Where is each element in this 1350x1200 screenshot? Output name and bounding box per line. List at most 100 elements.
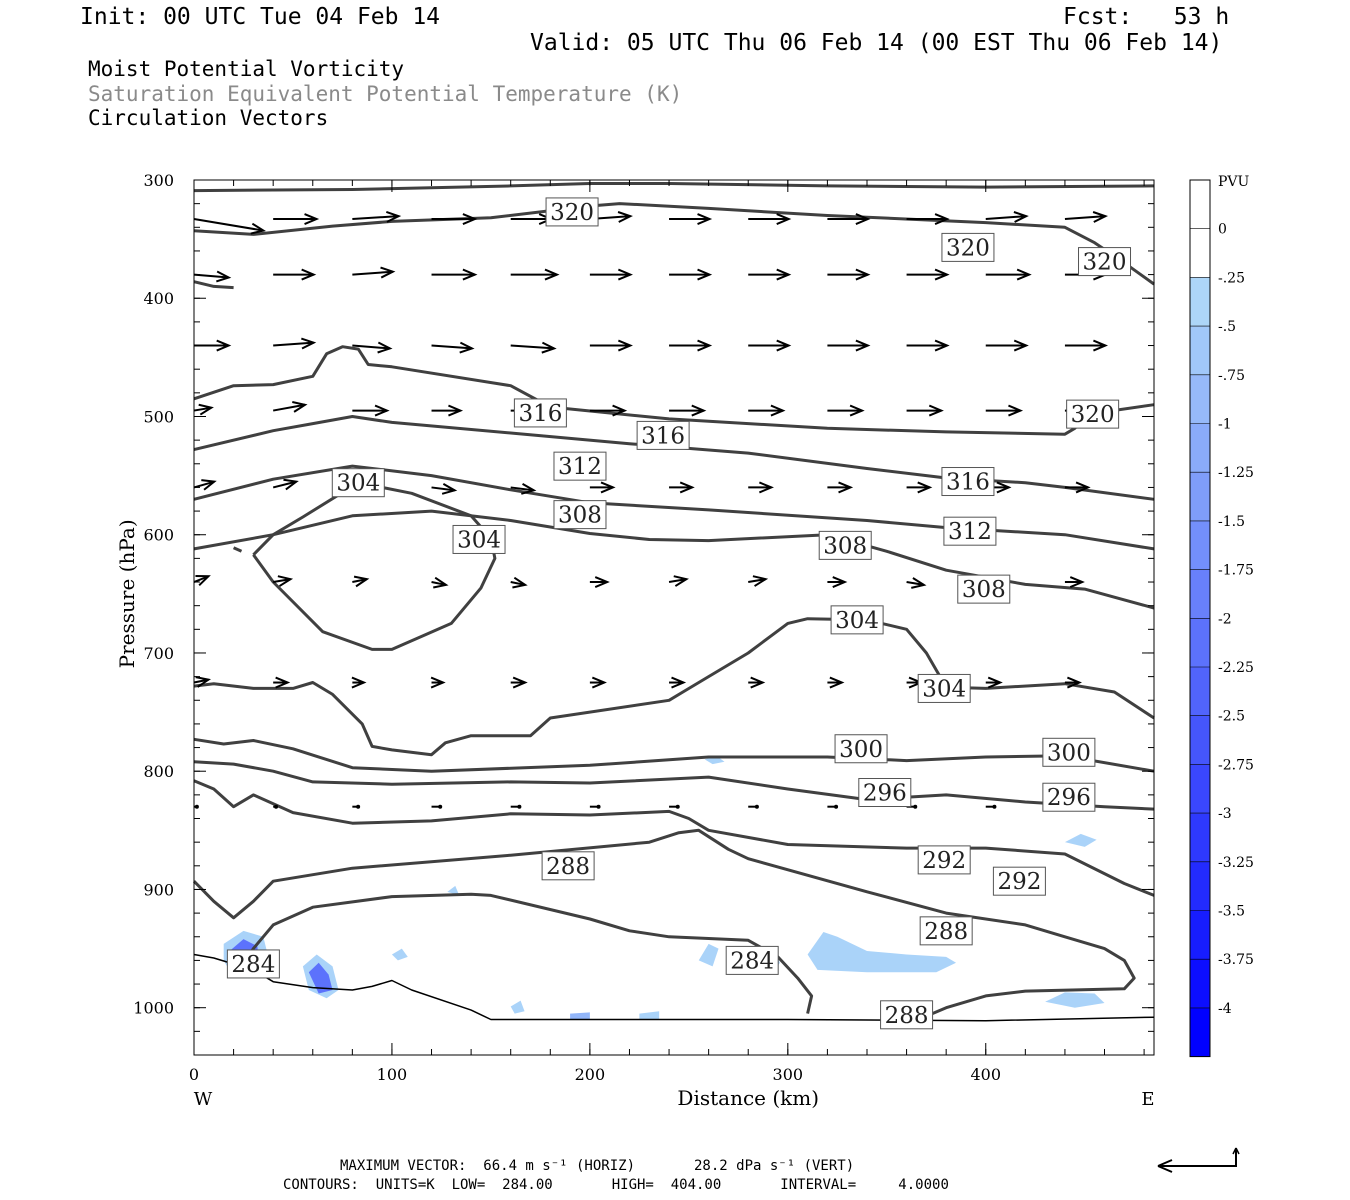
svg-text:316: 316	[641, 423, 685, 449]
vector-7-2	[352, 804, 361, 809]
theta-contour-4	[193, 415, 1155, 501]
vector-1-2	[352, 266, 396, 279]
vector-3-5	[589, 404, 628, 417]
pv-patch-9	[391, 948, 408, 961]
vector-6-10	[985, 676, 1003, 689]
vector-5-0	[193, 575, 211, 587]
svg-text:304: 304	[835, 608, 879, 634]
contour-label-0: 320	[545, 197, 599, 227]
pv-patch-11	[570, 1012, 590, 1020]
theta-contour-10	[193, 737, 1155, 773]
vector-7-4	[510, 804, 522, 809]
title-line-1: Moist Potential Vorticity	[88, 57, 405, 81]
colorbar-bin-4	[1190, 423, 1210, 473]
colorbar-tick-label: -.75	[1218, 368, 1245, 384]
contour-label-2: 320	[1078, 247, 1132, 277]
contour-label-16: 300	[834, 734, 888, 764]
vector-4-5	[589, 481, 616, 494]
theta-contour-11	[193, 760, 1155, 811]
reference-vector-icon	[1157, 1147, 1240, 1173]
svg-text:296: 296	[1047, 785, 1091, 811]
theta-contour-7	[252, 481, 497, 651]
vector-1-5	[589, 268, 633, 281]
contour-label-4: 316	[513, 398, 567, 428]
colorbar-tick-label: -.25	[1218, 270, 1245, 286]
contour-label-10: 308	[818, 530, 872, 560]
vector-7-8	[827, 804, 839, 809]
vector-0-10	[985, 211, 1029, 223]
colorbar-bin-6	[1190, 520, 1210, 570]
vector-1-6	[669, 268, 713, 281]
x-tick-label: 200	[575, 1065, 606, 1084]
theta-contour-12	[193, 779, 1155, 897]
svg-text:292: 292	[922, 848, 966, 874]
contour-label-26: 284	[725, 945, 779, 975]
west-label: W	[194, 1089, 213, 1110]
vector-1-10	[985, 268, 1032, 281]
vector-2-4	[510, 341, 557, 354]
colorbar-tick-label: 0	[1218, 222, 1227, 238]
pv-patch-13	[447, 885, 460, 896]
vector-7-0	[194, 804, 199, 809]
colorbar-tick-label: -2.5	[1218, 709, 1245, 725]
footer-max-vector: MAXIMUM VECTOR: 66.4 m s⁻¹ (HORIZ) 28.2 …	[340, 1158, 855, 1174]
vector-2-2	[352, 341, 393, 354]
y-tick-label: 900	[143, 880, 174, 899]
colorbar-tick-label: -2.75	[1218, 757, 1254, 773]
vector-1-7	[748, 268, 792, 281]
y-tick-label: 400	[143, 289, 174, 308]
axes-layer: 300 400 500 600 700 800 900 1000 0 100 200 300 400 Di…	[115, 171, 1155, 1110]
colorbar-bin-1	[1190, 277, 1210, 327]
vector-4-9	[906, 481, 933, 494]
vector-0-2	[352, 210, 402, 223]
vector-4-7	[748, 481, 774, 494]
colorbar-bin-10	[1190, 715, 1210, 765]
svg-text:308: 308	[558, 503, 602, 529]
vector-5-8	[827, 576, 848, 588]
theta-contour-1	[193, 202, 1155, 286]
pv-patch-8	[1064, 833, 1097, 847]
vector-0-6	[669, 213, 713, 225]
svg-text:300: 300	[1047, 740, 1091, 766]
vector-3-6	[669, 404, 707, 417]
vector-5-3	[431, 576, 449, 589]
theta-contour-9	[193, 617, 1155, 757]
y-tick-label: 800	[143, 762, 174, 781]
title-line-2: Saturation Equivalent Potential Temperat…	[88, 82, 683, 106]
vector-6-0	[193, 676, 212, 688]
vector-7-6	[669, 804, 680, 809]
vector-4-11	[1064, 481, 1091, 494]
y-axis-label: Pressure (hPa)	[115, 519, 139, 668]
svg-text:308: 308	[823, 533, 867, 559]
vector-4-8	[827, 481, 854, 494]
y-tick-label: 1000	[133, 999, 174, 1018]
pv-patch-12	[510, 1000, 525, 1014]
contour-label-17: 300	[1042, 737, 1096, 767]
pv-patch-7	[1045, 992, 1105, 1008]
colorbar-tick-label: -3.5	[1218, 904, 1245, 920]
colorbar-tick-label: -2	[1218, 611, 1232, 627]
vector-3-1	[272, 401, 308, 413]
svg-text:304: 304	[457, 527, 501, 553]
vector-7-1	[273, 804, 279, 809]
svg-text:308: 308	[962, 577, 1006, 603]
contour-label-23: 288	[919, 916, 973, 946]
pv-patch-3	[308, 962, 333, 994]
colorbar-unit: PVU	[1218, 174, 1250, 190]
svg-text:288: 288	[546, 854, 590, 880]
vector-6-7	[748, 676, 766, 689]
colorbar-tick-label: -.5	[1218, 319, 1236, 335]
colorbar-tick-label: -1.25	[1218, 465, 1254, 481]
vector-0-11	[1064, 211, 1109, 223]
contour-label-6: 316	[941, 467, 995, 497]
vector-3-8	[827, 404, 865, 417]
theta-contour-14	[193, 953, 1155, 1022]
colorbar-bin-3	[1190, 374, 1210, 424]
svg-text:304: 304	[336, 471, 380, 497]
colorbar-bin-11	[1190, 764, 1210, 814]
vector-0-9	[906, 213, 950, 225]
vector-6-4	[510, 676, 528, 689]
vector-3-0	[193, 403, 214, 416]
theta-contour-15	[242, 892, 814, 1014]
